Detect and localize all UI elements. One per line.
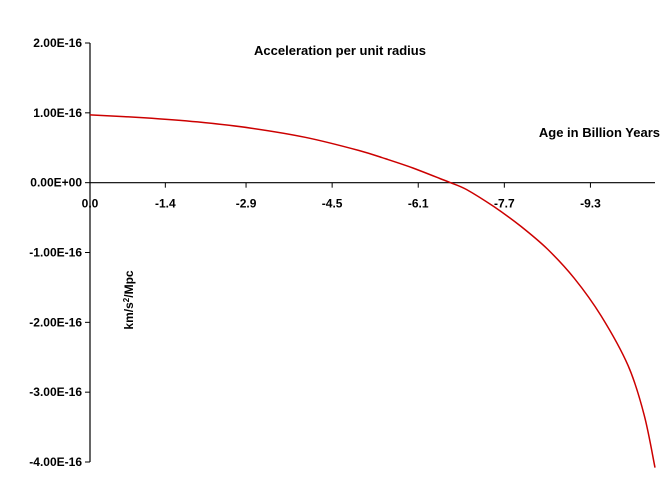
x-axis-title: Age in Billion Years: [539, 125, 660, 140]
y-tick-label: -2.00E-16: [29, 315, 82, 329]
x-tick-label: -1.4: [155, 197, 176, 211]
y-tick-label: -4.00E-16: [29, 455, 82, 469]
x-tick-label: -2.9: [236, 197, 257, 211]
x-tick-label: -7.7: [494, 197, 515, 211]
ticks: 2.00E-16 1.00E-16 0.00E+00 -1.00E-16 -2.00E-…: [29, 36, 601, 469]
x-tick-label: 0.0: [82, 197, 99, 211]
x-tick-label: -6.1: [408, 197, 429, 211]
y-axis-title-main: km/s: [122, 302, 136, 330]
y-tick-label: 0.00E+00: [30, 176, 82, 190]
series-line: [89, 114, 656, 468]
x-tick-label: -4.5: [322, 197, 343, 211]
y-tick-label: 1.00E-16: [33, 106, 82, 120]
y-tick-label: 2.00E-16: [33, 36, 82, 50]
x-tick-label: -9.3: [580, 197, 601, 211]
series-group: [89, 114, 656, 468]
axes: [89, 43, 655, 462]
chart-title: Acceleration per unit radius: [254, 43, 426, 58]
y-tick-label: -1.00E-16: [29, 246, 82, 260]
y-axis-title-sup: 2: [122, 297, 131, 302]
y-axis-title-unit: /Mpc: [122, 270, 136, 298]
y-axis-title: km/s2/Mpc: [122, 270, 137, 329]
y-tick-label: -3.00E-16: [29, 385, 82, 399]
